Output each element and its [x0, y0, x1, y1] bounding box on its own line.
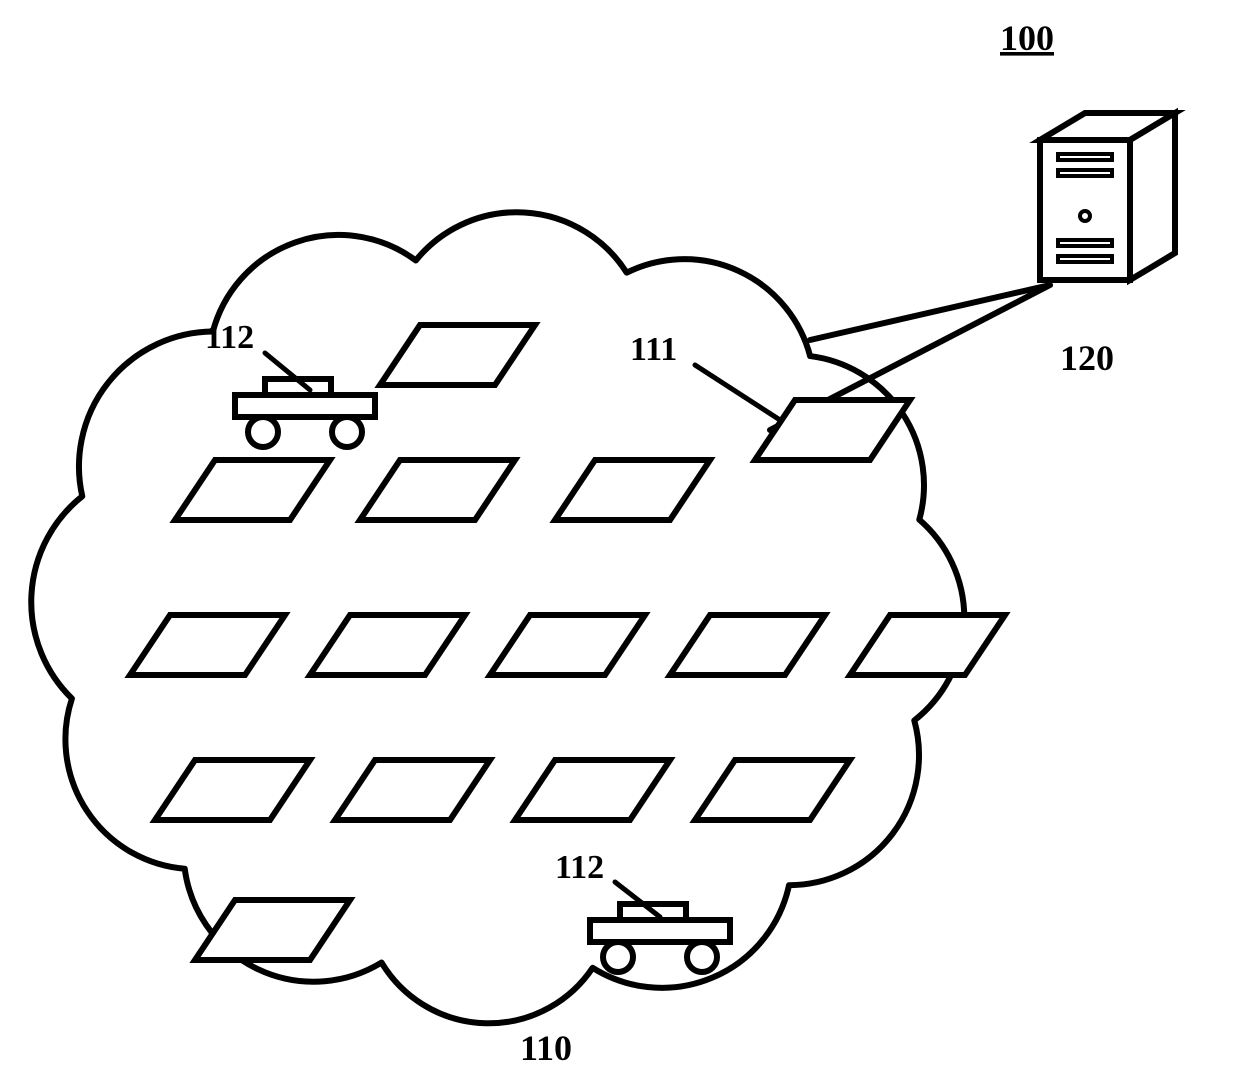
server-slot	[1058, 256, 1112, 262]
label-cloud: 110	[520, 1028, 572, 1068]
server-slot	[1058, 154, 1112, 160]
robot-body	[590, 920, 730, 942]
diagram-svg: 100 120 110 111 112 112	[0, 0, 1240, 1086]
label-server: 120	[1060, 338, 1114, 378]
server-side	[1130, 113, 1175, 280]
label-robot_b: 112	[555, 849, 604, 886]
robot-wheel	[687, 942, 717, 972]
robot-wheel	[248, 417, 278, 447]
server-slot	[1058, 240, 1112, 246]
label-system: 100	[1000, 18, 1054, 58]
label-robot_a: 112	[205, 319, 254, 356]
server-slot	[1058, 170, 1112, 176]
robot-wheel	[603, 942, 633, 972]
diagram-root: 100 120 110 111 112 112	[0, 0, 1240, 1086]
robot-body	[235, 395, 375, 417]
server-button	[1080, 211, 1090, 221]
server	[1040, 113, 1175, 280]
robot-wheel	[332, 417, 362, 447]
label-marker: 111	[630, 331, 677, 368]
